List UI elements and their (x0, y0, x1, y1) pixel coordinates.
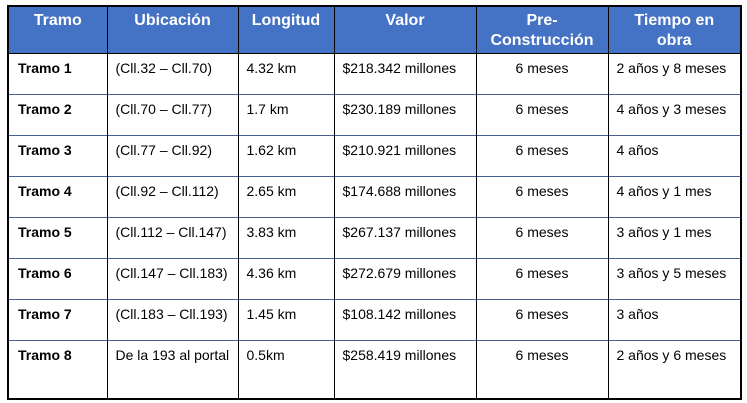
cell-longitud: 1.7 km (237, 94, 334, 136)
cell-tramo: Tramo 4 (8, 176, 107, 218)
table-row: Tramo 8 De la 193 al portal 0.5km $258.4… (8, 340, 741, 399)
cell-longitud: 4.32 km (237, 53, 334, 95)
cell-pre-construccion: 6 meses (475, 176, 608, 218)
header-label-tramo: Tramo (33, 12, 82, 29)
header-cell-pre-construccion: Pre-Construcción (475, 6, 608, 54)
table-row: Tramo 7 (Cll.183 – Cll.193) 1.45 km $108… (8, 299, 741, 341)
header-cell-tramo: Tramo (8, 6, 107, 54)
tramos-table: Tramo Ubicación Longitud Valor Pre-Const… (7, 5, 742, 400)
cell-longitud: 4.36 km (237, 258, 334, 300)
cell-pre-construccion: 6 meses (475, 53, 608, 95)
header-label-valor: Valor (385, 12, 425, 29)
cell-tiempo-en-obra: 4 años y 1 mes (607, 176, 741, 218)
cell-tramo: Tramo 1 (18, 60, 72, 76)
cell-pre-construccion: 6 meses (475, 94, 608, 136)
cell-longitud: 3.83 km (237, 217, 334, 259)
cell-valor: $258.419 millones (333, 340, 476, 399)
table-row: Tramo 3 (Cll.77 – Cll.92) 1.62 km $210.9… (8, 135, 741, 177)
header-cell-longitud: Longitud (237, 6, 334, 54)
cell-pre-construccion: 6 meses (475, 217, 608, 259)
header-label-longitud: Longitud (251, 12, 321, 29)
cell-ubicacion: (Cll.32 – Cll.70) (106, 53, 238, 95)
cell-pre-construccion: 6 meses (475, 258, 608, 300)
cell-valor: $218.342 millones (333, 53, 476, 95)
cell-pre-construccion: 6 meses (475, 340, 608, 399)
table-row: Tramo 4 (Cll.92 – Cll.112) 2.65 km $174.… (8, 176, 741, 218)
cell-longitud: 2.65 km (237, 176, 334, 218)
table-row: Tramo 5 (Cll.112 – Cll.147) 3.83 km $267… (8, 217, 741, 259)
cell-tiempo-en-obra: 2 años y 8 meses (607, 53, 741, 95)
cell-ubicacion: (Cll.147 – Cll.183) (106, 258, 238, 300)
header-row: Tramo Ubicación Longitud Valor Pre-Const… (8, 6, 741, 54)
cell-longitud: 0.5km (237, 340, 334, 399)
cell-tiempo-en-obra: 3 años y 5 meses (607, 258, 741, 300)
cell-pre-construccion: 6 meses (475, 135, 608, 177)
cell-tiempo-en-obra: 3 años (607, 299, 741, 341)
cell-tiempo-en-obra: 4 años (607, 135, 741, 177)
cell-valor: $267.137 millones (333, 217, 476, 259)
cell-tiempo-en-obra: 2 años y 6 meses (607, 340, 741, 399)
header-label-tiempo-en-obra: Tiempo en obra (634, 12, 715, 49)
cell-tramo: Tramo 8 (8, 340, 107, 399)
cell-valor: $210.921 millones (333, 135, 476, 177)
header-label-ubicacion: Ubicación (134, 12, 211, 29)
cell-valor: $108.142 millones (333, 299, 476, 341)
cell-tramo: Tramo 2 (8, 94, 107, 136)
table-row: Tramo 2 (Cll.70 – Cll.77) 1.7 km $230.18… (8, 94, 741, 136)
cell-ubicacion: (Cll.92 – Cll.112) (106, 176, 238, 218)
cell-tramo: Tramo 3 (8, 135, 107, 177)
cell-tramo: Tramo 5 (8, 217, 107, 259)
cell-ubicacion: (Cll.112 – Cll.147) (106, 217, 238, 259)
cell-valor: $272.679 millones (333, 258, 476, 300)
cell-ubicacion: (Cll.70 – Cll.77) (106, 94, 238, 136)
cell-tiempo-en-obra: 3 años y 1 mes (607, 217, 741, 259)
table-row: Tramo 1 (Cll.32 – Cll.70) 4.32 km $218.3… (8, 53, 741, 95)
table-row: Tramo 6 (Cll.147 – Cll.183) 4.36 km $272… (8, 258, 741, 300)
header-cell-ubicacion: Ubicación (106, 6, 238, 54)
header-label-pre-construccion: Pre-Construcción (490, 12, 594, 49)
cell-pre-construccion: 6 meses (475, 299, 608, 341)
cell-tramo: Tramo 6 (8, 258, 107, 300)
header-cell-tiempo-en-obra: Tiempo en obra (607, 6, 741, 54)
cell-longitud: 1.62 km (237, 135, 334, 177)
cell-ubicacion: (Cll.77 – Cll.92) (106, 135, 238, 177)
cell-tramo: Tramo 7 (8, 299, 107, 341)
cell-longitud: 1.45 km (237, 299, 334, 341)
cell-tiempo-en-obra: 4 años y 3 meses (607, 94, 741, 136)
cell-valor: $230.189 millones (333, 94, 476, 136)
cell-ubicacion: De la 193 al portal (106, 340, 238, 399)
cell-ubicacion: (Cll.183 – Cll.193) (106, 299, 238, 341)
header-cell-valor: Valor (333, 6, 476, 54)
cell-valor: $174.688 millones (333, 176, 476, 218)
